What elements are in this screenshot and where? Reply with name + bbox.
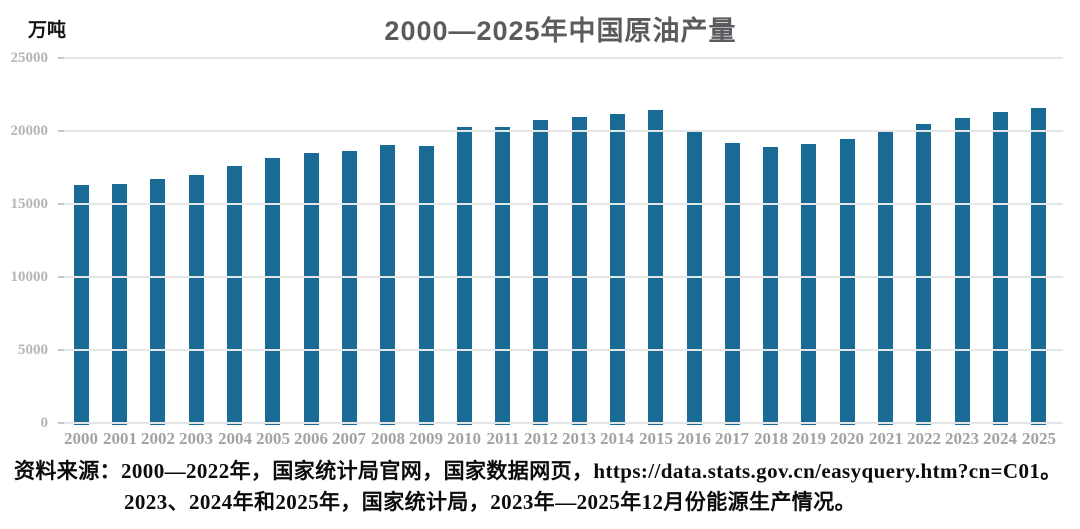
bar-2006	[304, 153, 319, 425]
bar-2025	[1031, 108, 1046, 425]
bar-2012	[533, 120, 548, 425]
gridline-10000	[58, 276, 1063, 278]
source-line-2: 2023、2024年和2025年，国家统计局，2023年—2025年12月份能源…	[124, 490, 856, 514]
bar-2009	[419, 146, 434, 425]
gridline-15000	[58, 203, 1063, 205]
x-tick-label-2025: 2025	[1022, 429, 1056, 448]
bar-2013	[572, 117, 587, 425]
gridline-0	[58, 422, 1063, 424]
x-tick-label-2019: 2019	[792, 429, 826, 448]
x-tick-label-2009: 2009	[409, 429, 443, 448]
bar-2023	[955, 118, 970, 425]
y-tick-label-10000: 10000	[10, 269, 49, 285]
y-axis-tick-mark	[58, 57, 64, 59]
y-axis-tick-mark	[58, 130, 64, 132]
x-tick-label-2006: 2006	[294, 429, 328, 448]
y-axis-unit-label: 万吨	[28, 20, 67, 41]
bar-2014	[610, 114, 625, 425]
bar-2017	[725, 143, 740, 425]
gridline-20000	[58, 130, 1063, 132]
y-tick-label-20000: 20000	[10, 123, 49, 139]
x-tick-label-2021: 2021	[869, 429, 903, 448]
source-line-1: 资料来源：2000—2022年，国家统计局官网，国家数据网页，https://d…	[14, 459, 1062, 483]
bar-2002	[150, 179, 165, 425]
x-tick-label-2008: 2008	[371, 429, 405, 448]
bar-2018	[763, 147, 778, 425]
bar-2007	[342, 151, 357, 425]
bar-2016	[687, 131, 702, 425]
bar-2004	[227, 166, 242, 425]
x-tick-label-2004: 2004	[218, 429, 252, 448]
x-tick-label-2013: 2013	[562, 429, 596, 448]
bar-2020	[840, 139, 855, 425]
x-tick-label-2023: 2023	[945, 429, 979, 448]
y-axis-tick-mark	[58, 203, 64, 205]
x-tick-label-2005: 2005	[256, 429, 290, 448]
x-tick-label-2015: 2015	[639, 429, 673, 448]
y-tick-label-25000: 25000	[10, 50, 49, 66]
bar-2005	[265, 158, 280, 425]
x-tick-label-2003: 2003	[179, 429, 213, 448]
bar-2001	[112, 184, 127, 425]
y-tick-label-5000: 5000	[18, 342, 48, 358]
bar-2019	[801, 144, 816, 425]
bar-2022	[916, 124, 931, 425]
bar-2021	[878, 132, 893, 425]
x-tick-label-2016: 2016	[677, 429, 711, 448]
x-tick-label-2012: 2012	[524, 429, 558, 448]
x-tick-label-2010: 2010	[447, 429, 481, 448]
y-tick-label-0: 0	[40, 415, 49, 431]
x-tick-label-2018: 2018	[754, 429, 788, 448]
y-axis-tick-mark	[58, 422, 64, 424]
source-note: 资料来源：2000—2022年，国家统计局官网，国家数据网页，https://d…	[14, 456, 1074, 518]
bar-2008	[380, 145, 395, 425]
y-axis-tick-mark	[58, 276, 64, 278]
x-tick-label-2024: 2024	[983, 429, 1017, 448]
x-tick-label-2002: 2002	[141, 429, 175, 448]
gridline-25000	[58, 57, 1063, 59]
x-tick-label-2000: 2000	[64, 429, 98, 448]
x-tick-label-2014: 2014	[600, 429, 634, 448]
x-tick-label-2017: 2017	[715, 429, 749, 448]
x-tick-label-2022: 2022	[907, 429, 941, 448]
gridline-5000	[58, 349, 1063, 351]
bar-2003	[189, 175, 204, 425]
x-tick-label-2007: 2007	[332, 429, 366, 448]
x-tick-label-2011: 2011	[486, 429, 520, 448]
bar-2024	[993, 112, 1008, 425]
y-tick-label-15000: 15000	[10, 196, 49, 212]
bar-2015	[648, 110, 663, 425]
x-tick-label-2020: 2020	[830, 429, 864, 448]
y-axis-tick-mark	[58, 349, 64, 351]
bar-2000	[74, 185, 89, 425]
x-tick-label-2001: 2001	[103, 429, 137, 448]
chart-title: 2000—2025年中国原油产量	[384, 16, 737, 46]
